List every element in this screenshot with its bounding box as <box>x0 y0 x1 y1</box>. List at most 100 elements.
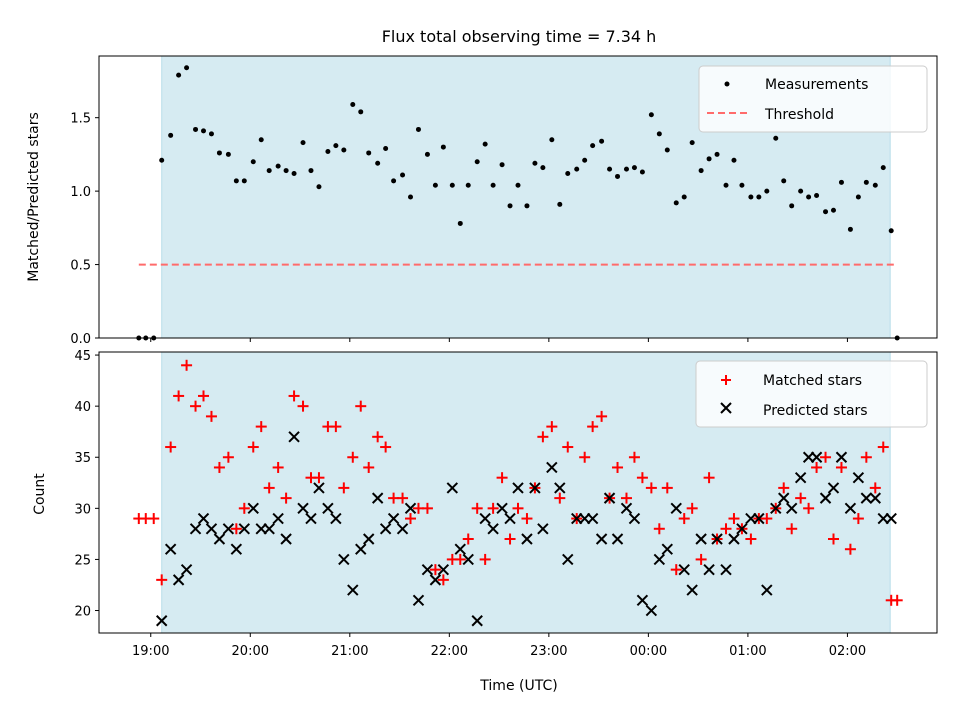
matched-point <box>562 441 574 453</box>
measurement-legend-marker <box>724 81 730 87</box>
matched-point <box>778 482 790 494</box>
predicted-point <box>421 563 434 576</box>
measurement-point <box>250 159 256 165</box>
matched-point <box>405 513 417 525</box>
measurement-point <box>582 157 588 163</box>
predicted-point <box>371 492 384 504</box>
predicted-point <box>330 512 342 525</box>
predicted-point <box>686 584 698 596</box>
matched-point <box>891 594 903 606</box>
matched-point <box>554 492 566 504</box>
measurement-point <box>847 226 853 232</box>
measurement-point <box>184 65 190 71</box>
predicted-point <box>347 584 359 596</box>
predicted-point <box>197 512 210 525</box>
measurement-point <box>283 168 289 174</box>
predicted-point <box>247 502 259 515</box>
x-tick-label: 01:00 <box>729 644 766 659</box>
top-y-tick-label: 0.0 <box>70 332 91 347</box>
measurement-point <box>300 140 306 146</box>
measurement-point <box>739 182 745 188</box>
measurement-point <box>714 151 720 157</box>
measurement-point <box>499 162 505 168</box>
top-legend: Measurements Threshold <box>698 65 928 133</box>
predicted-point <box>586 512 599 525</box>
predicted-point <box>728 533 740 545</box>
measurement-point <box>540 165 546 171</box>
legend-measurements: Measurements <box>765 77 868 93</box>
measurement-point <box>400 172 406 178</box>
matched-point <box>487 502 499 514</box>
x-tick-label: 02:00 <box>829 644 866 659</box>
matched-point <box>173 390 185 402</box>
measurement-point <box>465 182 471 188</box>
predicted-point <box>313 482 325 494</box>
measurement-point <box>193 126 199 132</box>
bottom-x-ticks: 19:00 20:00 21:00 22:00 23:00 00:00 01:00 02:00 <box>132 633 866 659</box>
matched-point <box>437 574 449 586</box>
measurement-point <box>515 182 521 188</box>
measurement-point <box>375 160 381 166</box>
top-y-axis-label: Matched/Predicted stars <box>26 112 42 282</box>
matched-point <box>156 574 168 586</box>
matched-point <box>471 502 483 514</box>
measurement-point <box>698 168 704 174</box>
predicted-point <box>387 512 400 525</box>
matched-point <box>728 513 740 525</box>
measurement-point <box>615 173 621 179</box>
predicted-point <box>446 482 459 494</box>
measurement-point <box>308 168 314 174</box>
matched-point <box>496 472 508 484</box>
measurement-point <box>798 188 804 194</box>
measurement-point <box>599 138 605 144</box>
chart-title: Flux total observing time = 7.34 h <box>382 27 657 46</box>
predicted-point <box>454 543 466 555</box>
measurement-point <box>631 165 637 171</box>
predicted-point <box>230 543 243 555</box>
matched-point <box>512 502 524 514</box>
predicted-point <box>636 594 649 607</box>
measurement-point <box>706 156 712 162</box>
measurement-point <box>201 128 207 134</box>
predicted-point <box>172 574 185 586</box>
measurement-point <box>291 171 297 176</box>
matched-point <box>686 502 698 514</box>
predicted-point <box>628 512 641 525</box>
predicted-point <box>546 461 558 474</box>
predicted-point <box>703 563 715 576</box>
ratio-panel: 0.0 0.5 1.0 1.5 Matched/Predicted stars Mea… <box>26 55 938 347</box>
predicted-point <box>661 543 673 555</box>
predicted-point <box>736 523 748 535</box>
measurement-point <box>872 182 878 188</box>
measurement-point <box>233 178 239 184</box>
measurement-point <box>415 126 421 132</box>
predicted-point <box>213 533 226 545</box>
measurement-point <box>789 203 795 209</box>
measurement-point <box>258 137 264 143</box>
predicted-point <box>695 533 707 545</box>
legend-matched: Matched stars <box>763 373 862 389</box>
predicted-point <box>554 482 566 494</box>
top-axes-frame <box>98 55 938 339</box>
predicted-point <box>272 512 284 525</box>
measurement-point <box>325 148 331 154</box>
predicted-point <box>512 482 524 494</box>
matched-point <box>181 359 193 371</box>
matched-point <box>297 400 309 412</box>
predicted-point <box>860 492 873 504</box>
measurement-point <box>863 179 869 185</box>
measurement-point <box>366 150 372 156</box>
predicted-point <box>670 502 682 515</box>
predicted-point <box>238 523 251 535</box>
measurement-point <box>424 151 430 157</box>
predicted-point <box>653 553 666 566</box>
predicted-point <box>504 512 516 525</box>
matched-point <box>205 410 217 422</box>
predicted-point <box>521 533 533 545</box>
measurement-point <box>838 179 844 185</box>
predicted-point <box>164 543 177 555</box>
predicted-point <box>305 512 317 525</box>
predicted-point <box>205 523 218 535</box>
count-panel: 20 25 30 35 40 45 19:00 20:00 21:00 22:00 23:00 00… <box>32 349 938 694</box>
